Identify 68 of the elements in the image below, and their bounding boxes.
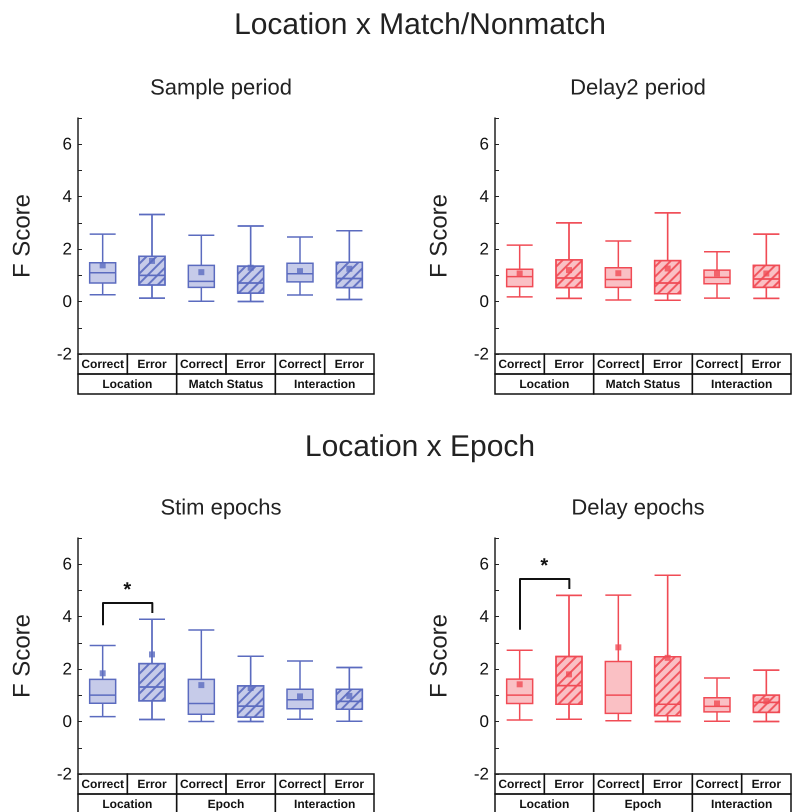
- chart-subtitle: Delay epochs: [571, 494, 705, 520]
- x-tick-label: Correct: [696, 777, 738, 791]
- y-tick-label: -2: [56, 344, 72, 364]
- annotation: *: [539, 555, 550, 578]
- text: Match Status: [188, 377, 264, 391]
- text: Match Status: [606, 377, 681, 391]
- text: Epoch: [624, 797, 662, 811]
- x-tick-label: Correct: [278, 777, 322, 791]
- text: Interaction: [294, 797, 356, 811]
- text: Location: [102, 377, 152, 391]
- x-tick-label: Correct: [180, 777, 223, 791]
- y-tick-label: 6: [480, 134, 489, 154]
- x-tick-label: Error: [334, 357, 364, 371]
- text: Location: [519, 377, 570, 391]
- y-tick-label: 0: [480, 712, 489, 732]
- x-tick-label: Error: [554, 777, 584, 791]
- y-axis-title: F Score: [8, 194, 36, 278]
- y-tick-label: 6: [62, 134, 72, 154]
- y-tick-label: 2: [62, 660, 72, 679]
- x-tick-label: Error: [752, 357, 782, 371]
- x-tick-label: Error: [236, 777, 266, 791]
- y-tick-label: 6: [480, 554, 489, 574]
- y-tick-label: -2: [474, 764, 489, 784]
- y-tick-label: 4: [62, 187, 72, 206]
- y-tick-label: 2: [480, 240, 489, 259]
- text: Epoch: [208, 797, 244, 811]
- x-tick-label: Correct: [81, 357, 124, 371]
- x-tick-label: Error: [236, 357, 266, 371]
- text: Location: [519, 797, 570, 811]
- chart-subtitle: Stim epochs: [160, 494, 282, 520]
- x-tick-label: Correct: [696, 357, 738, 371]
- text: Location: [102, 797, 152, 811]
- chart-subtitle: Sample period: [150, 74, 292, 100]
- y-tick-label: -2: [474, 344, 489, 364]
- x-tick-label: Error: [652, 357, 683, 371]
- y-tick-label: 0: [480, 292, 489, 312]
- x-tick-label: Correct: [498, 357, 542, 371]
- text: Interaction: [710, 797, 772, 811]
- x-tick-label: Error: [652, 777, 683, 791]
- chart-subtitle: Delay2 period: [570, 74, 706, 100]
- x-tick-label: Correct: [498, 777, 542, 791]
- x-tick-label: Correct: [81, 777, 124, 791]
- text: Interaction: [710, 377, 772, 391]
- y-axis-title: F Score: [426, 614, 452, 698]
- y-tick-label: 2: [62, 240, 72, 259]
- y-tick-label: 0: [62, 292, 72, 312]
- x-tick-label: Correct: [596, 357, 640, 371]
- y-tick-label: -2: [56, 764, 72, 784]
- y-tick-label: 4: [62, 607, 72, 626]
- x-tick-label: Error: [752, 777, 782, 791]
- x-tick-label: Error: [137, 357, 167, 371]
- y-axis-title: F Score: [8, 614, 36, 698]
- y-axis-title: F Score: [426, 194, 452, 278]
- x-tick-label: Error: [334, 777, 364, 791]
- x-tick-label: Error: [554, 357, 584, 371]
- x-tick-label: Correct: [596, 777, 640, 791]
- y-tick-label: 4: [480, 607, 489, 626]
- y-tick-label: 2: [480, 660, 489, 679]
- chart-title: Location x Match/Nonmatch: [233, 8, 607, 42]
- annotation: *: [122, 579, 132, 602]
- y-tick-label: 0: [62, 712, 72, 732]
- x-tick-label: Error: [137, 777, 167, 791]
- x-tick-label: Correct: [278, 357, 322, 371]
- y-tick-label: 4: [480, 187, 489, 206]
- y-tick-label: 6: [62, 554, 72, 574]
- text: Interaction: [294, 377, 356, 391]
- chart-title: Location x Epoch: [304, 430, 536, 464]
- x-tick-label: Correct: [180, 357, 223, 371]
